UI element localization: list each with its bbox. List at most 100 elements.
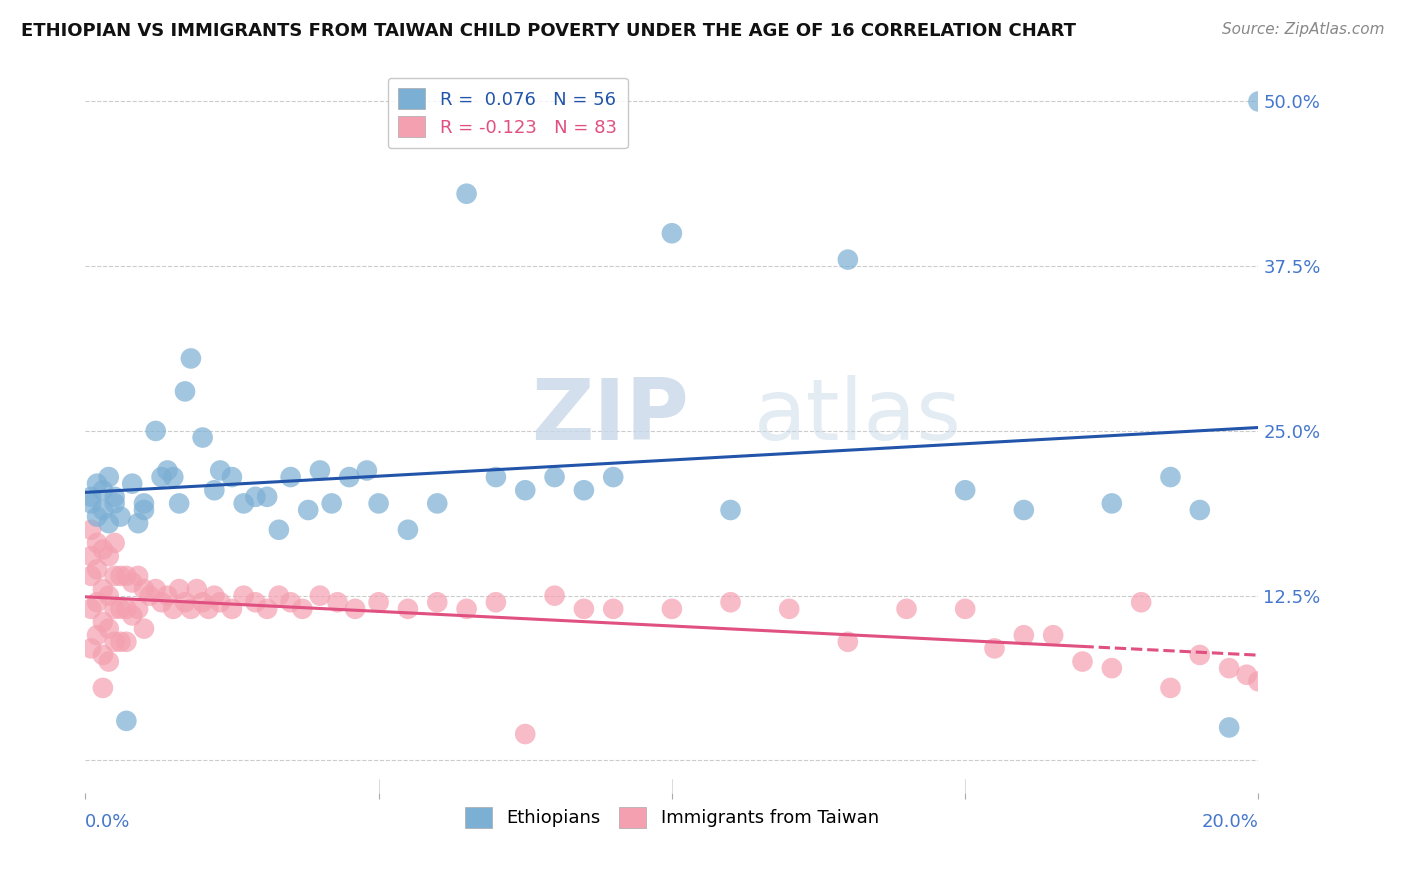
Point — [97, 622, 120, 636]
Point — [156, 463, 179, 477]
Point — [80, 496, 103, 510]
Point — [91, 503, 114, 517]
Point — [167, 582, 190, 596]
Point — [344, 602, 367, 616]
Point — [91, 483, 114, 498]
Point — [127, 516, 149, 531]
Point — [515, 483, 537, 498]
Point — [209, 595, 232, 609]
Point — [115, 714, 138, 728]
Point — [180, 602, 202, 616]
Point — [86, 628, 108, 642]
Point — [162, 602, 184, 616]
Point — [396, 523, 419, 537]
Point — [110, 602, 132, 616]
Point — [485, 470, 508, 484]
Point — [121, 608, 143, 623]
Point — [174, 384, 197, 399]
Point — [778, 602, 800, 616]
Text: ETHIOPIAN VS IMMIGRANTS FROM TAIWAN CHILD POVERTY UNDER THE AGE OF 16 CORRELATIO: ETHIOPIAN VS IMMIGRANTS FROM TAIWAN CHIL… — [21, 22, 1076, 40]
Point — [485, 595, 508, 609]
Point — [602, 470, 624, 484]
Point — [661, 226, 683, 240]
Text: 0.0%: 0.0% — [86, 814, 131, 831]
Point — [110, 509, 132, 524]
Point — [953, 602, 976, 616]
Point — [202, 589, 225, 603]
Point — [396, 602, 419, 616]
Point — [150, 470, 173, 484]
Point — [1159, 470, 1181, 484]
Point — [426, 595, 449, 609]
Point — [180, 351, 202, 366]
Point — [145, 424, 167, 438]
Point — [132, 622, 155, 636]
Point — [162, 470, 184, 484]
Point — [97, 655, 120, 669]
Point — [1188, 648, 1211, 662]
Point — [326, 595, 349, 609]
Point — [572, 602, 595, 616]
Point — [80, 490, 103, 504]
Point — [97, 516, 120, 531]
Point — [127, 569, 149, 583]
Point — [167, 496, 190, 510]
Text: 20.0%: 20.0% — [1202, 814, 1258, 831]
Point — [97, 589, 120, 603]
Point — [1012, 628, 1035, 642]
Point — [150, 595, 173, 609]
Point — [104, 634, 127, 648]
Point — [86, 562, 108, 576]
Text: atlas: atlas — [754, 375, 962, 458]
Point — [267, 589, 290, 603]
Point — [115, 634, 138, 648]
Point — [280, 470, 302, 484]
Point — [1042, 628, 1064, 642]
Point — [202, 483, 225, 498]
Point — [132, 496, 155, 510]
Point — [245, 490, 267, 504]
Point — [426, 496, 449, 510]
Point — [1101, 496, 1123, 510]
Point — [297, 503, 319, 517]
Point — [356, 463, 378, 477]
Point — [86, 476, 108, 491]
Point — [720, 503, 742, 517]
Point — [197, 602, 219, 616]
Point — [86, 536, 108, 550]
Point — [80, 641, 103, 656]
Point — [174, 595, 197, 609]
Point — [983, 641, 1005, 656]
Point — [291, 602, 314, 616]
Point — [1218, 721, 1240, 735]
Point — [145, 582, 167, 596]
Point — [80, 523, 103, 537]
Point — [543, 589, 565, 603]
Point — [321, 496, 343, 510]
Point — [1071, 655, 1094, 669]
Point — [337, 470, 360, 484]
Point — [456, 602, 478, 616]
Point — [232, 589, 254, 603]
Point — [91, 615, 114, 629]
Point — [110, 569, 132, 583]
Point — [1236, 667, 1258, 681]
Point — [543, 470, 565, 484]
Point — [267, 523, 290, 537]
Point — [139, 589, 162, 603]
Point — [515, 727, 537, 741]
Point — [896, 602, 918, 616]
Point — [121, 476, 143, 491]
Point — [91, 648, 114, 662]
Point — [91, 582, 114, 596]
Point — [602, 602, 624, 616]
Point — [232, 496, 254, 510]
Point — [104, 569, 127, 583]
Point — [132, 582, 155, 596]
Point — [309, 463, 332, 477]
Point — [80, 602, 103, 616]
Point — [91, 542, 114, 557]
Point — [132, 503, 155, 517]
Point — [104, 490, 127, 504]
Point — [837, 252, 859, 267]
